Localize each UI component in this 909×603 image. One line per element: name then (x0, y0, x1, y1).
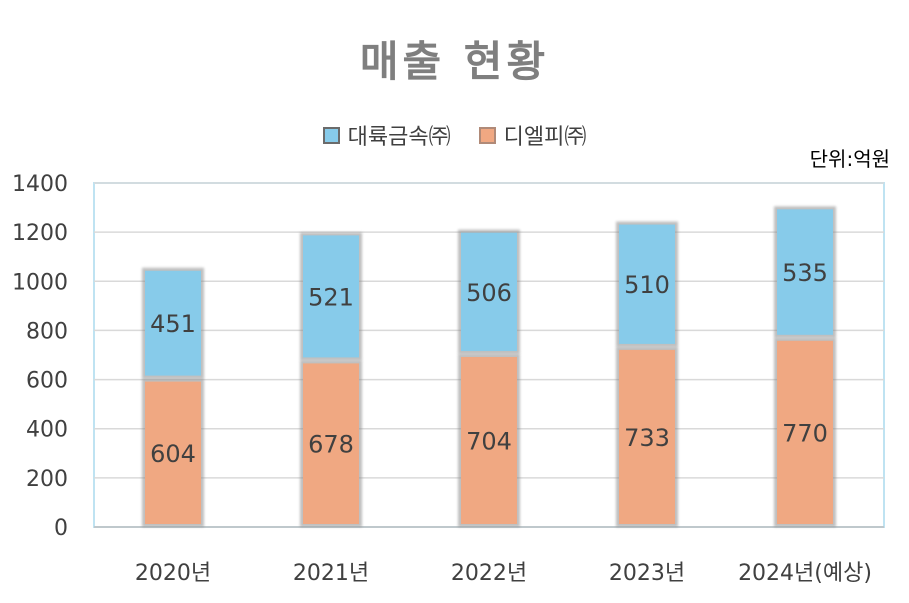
data-label: 770 (782, 419, 828, 447)
data-label: 451 (150, 310, 196, 338)
y-tick-label: 200 (26, 467, 68, 492)
bar-segment (777, 340, 833, 524)
x-tick-label: 2024년(예상) (738, 561, 872, 586)
bar-stack: 733 510 (616, 221, 678, 527)
x-tick-label: 2021년 (293, 561, 369, 586)
x-axis: 2020년 2021년 2022년 2023년 2024년(예상) (135, 561, 872, 586)
legend-label-daeryuk: 대륙금속㈜ (347, 125, 451, 150)
bar-stack: 770 535 (774, 206, 836, 527)
data-label: 521 (308, 283, 354, 311)
bar-segment (461, 232, 517, 352)
legend-swatch-dlp (478, 126, 496, 144)
bar-stack: 704 506 (458, 229, 520, 527)
chart-legend: 대륙금속㈜ 디엘피㈜ (0, 119, 909, 151)
bar-segment (145, 381, 201, 524)
legend-item-daeryuk: 대륙금속㈜ (322, 119, 451, 151)
bar-segment (303, 235, 359, 358)
bar-segment (777, 209, 833, 335)
bar-segment (145, 270, 201, 376)
y-tick-label: 600 (26, 369, 68, 394)
bar-segment (619, 224, 675, 344)
x-tick-label: 2020년 (135, 561, 211, 586)
legend-label-dlp: 디엘피㈜ (503, 125, 587, 150)
bar-stack: 678 521 (300, 232, 362, 527)
chart-title: 매출 현황 (359, 37, 550, 86)
x-tick-label: 2022년 (451, 561, 527, 586)
legend-item-dlp: 디엘피㈜ (478, 119, 587, 151)
bar-segment (461, 357, 517, 524)
y-tick-label: 800 (26, 319, 68, 344)
data-label: 678 (308, 431, 354, 459)
bar-segment (619, 349, 675, 524)
y-axis: 0 200 400 600 800 1000 1200 1400 (12, 172, 68, 541)
data-label: 510 (624, 271, 670, 299)
legend-swatch-daeryuk (322, 126, 340, 144)
y-tick-label: 1400 (12, 172, 68, 197)
data-label: 704 (466, 428, 512, 456)
x-tick-label: 2023년 (609, 561, 685, 586)
y-tick-label: 400 (26, 418, 68, 443)
data-label: 535 (782, 259, 828, 287)
y-tick-label: 1000 (12, 270, 68, 295)
bars: 604 451 678 521 704 506 733 510 770 535 (142, 206, 836, 527)
data-label: 604 (150, 440, 196, 468)
data-label: 506 (466, 279, 512, 307)
bar-segment (303, 363, 359, 524)
unit-label: 단위:억원 (809, 147, 890, 171)
data-label: 733 (624, 424, 670, 452)
bar-stack: 604 451 (142, 267, 204, 527)
y-tick-label: 0 (54, 516, 68, 541)
y-tick-label: 1200 (12, 221, 68, 246)
